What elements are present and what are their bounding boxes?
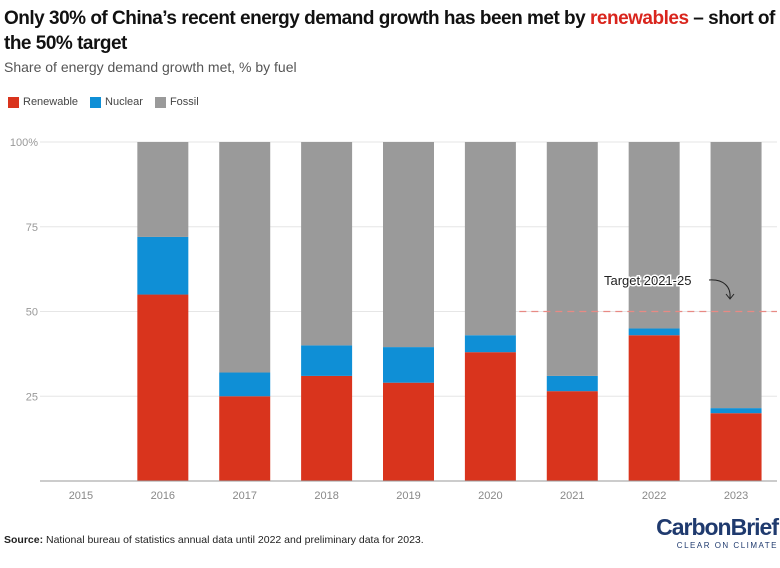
bar-renewable-2017 [219,396,271,481]
logo-text: CarbonBrief [656,514,779,540]
bar-fossil-2018 [301,142,353,346]
bar-renewable-2022 [628,335,680,481]
title-highlight: renewables [590,8,689,29]
x-tick-label: 2018 [314,490,338,502]
bar-nuclear-2023 [710,408,762,414]
source-note: Source: National bureau of statistics an… [4,534,424,546]
y-tick-label: 100% [10,137,38,149]
legend-label: Fossil [169,96,199,108]
bar-renewable-2023 [710,413,762,481]
bar-fossil-2023 [710,142,762,409]
carbonbrief-logo: CarbonBrief CLEAR ON CLIMATE [656,514,779,551]
legend: Renewable Nuclear Fossil [8,96,778,109]
y-tick-label: 25 [26,391,38,403]
chart-header: Only 30% of China’s recent energy demand… [4,6,778,109]
bar-nuclear-2019 [383,347,434,383]
bar-fossil-2022 [628,142,680,329]
target-label: Target 2021-25 [604,273,691,288]
source-text: National bureau of statistics annual dat… [43,534,424,546]
x-tick-label: 2015 [69,490,93,502]
target-arrow-icon [708,279,731,299]
bar-fossil-2016 [137,142,189,237]
bar-fossil-2020 [464,142,516,336]
bar-renewable-2020 [464,352,516,481]
legend-swatch [154,97,166,108]
x-tick-label: 2017 [232,490,256,502]
x-tick-label: 2016 [151,490,175,502]
bar-nuclear-2018 [301,345,353,376]
source-label: Source: [4,534,44,546]
bar-renewable-2021 [546,391,598,481]
chart-subtitle: Share of energy demand growth met, % by … [4,59,297,75]
bar-nuclear-2020 [464,335,516,353]
legend-item-renewable: Renewable [8,96,78,109]
y-tick-label: 50 [26,307,38,319]
legend-item-fossil: Fossil [154,96,199,109]
x-tick-label: 2022 [642,490,666,502]
logo-tagline: CLEAR ON CLIMATE [676,541,778,550]
legend-swatch [90,97,102,108]
bar-fossil-2021 [546,142,598,376]
bar-fossil-2017 [219,142,271,373]
legend-item-nuclear: Nuclear [90,96,143,109]
x-tick-label: 2021 [560,490,584,502]
bar-nuclear-2022 [628,328,680,336]
legend-label: Nuclear [105,96,143,108]
bar-renewable-2019 [383,382,434,481]
bar-renewable-2018 [301,375,353,481]
x-tick-label: 2019 [396,490,420,502]
x-tick-label: 2020 [478,490,502,502]
legend-swatch [8,97,19,108]
bar-nuclear-2017 [219,372,271,397]
x-tick-label: 2023 [724,490,748,502]
legend-label: Renewable [23,96,79,108]
bar-renewable-2016 [137,294,189,481]
bar-nuclear-2021 [546,375,598,392]
bar-fossil-2019 [383,142,434,348]
title-text: Only 30% of China’s recent energy demand… [4,8,591,29]
y-tick-label: 75 [26,222,38,234]
arrowhead-icon [725,293,735,300]
bar-nuclear-2016 [137,236,189,295]
chart-title: Only 30% of China’s recent energy demand… [4,6,778,56]
title-text-end: – short of the 50% target [4,8,775,54]
chart: 25 50 75 100% 2015 2016 2017 2018 2019 2020 2021 20… [10,137,777,502]
